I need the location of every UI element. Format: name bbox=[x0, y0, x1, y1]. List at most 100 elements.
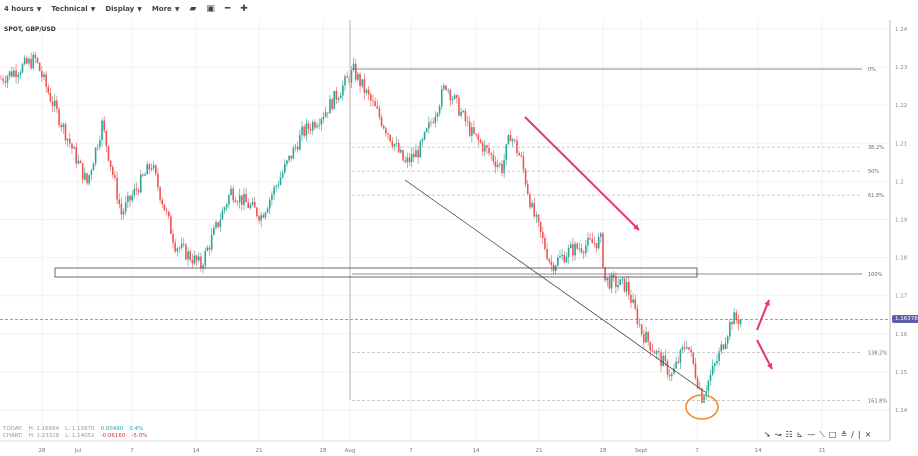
candle-body bbox=[578, 248, 581, 249]
candle-body bbox=[520, 155, 523, 157]
candle-body bbox=[690, 349, 692, 353]
candle-body bbox=[526, 184, 529, 194]
drawings: 0% 38.2% 50% 61.8% 100% 138.2% 161.8% bbox=[0, 20, 890, 420]
candle-body bbox=[112, 167, 114, 175]
pink-arrow bbox=[756, 299, 770, 331]
candle-body bbox=[559, 256, 561, 258]
candle-body bbox=[96, 147, 99, 148]
price-tick-label: 1.2 bbox=[895, 179, 904, 185]
technical-dropdown[interactable]: Technical ▼ bbox=[51, 5, 95, 13]
candle-body bbox=[625, 282, 628, 292]
candle-body bbox=[724, 343, 727, 349]
close-icon[interactable]: × bbox=[864, 430, 872, 439]
candle-body bbox=[692, 352, 695, 364]
candle-body bbox=[30, 58, 32, 69]
candle-body bbox=[542, 231, 544, 238]
folder-open-icon[interactable]: ▰ bbox=[189, 4, 197, 14]
candle-body bbox=[249, 204, 252, 208]
line-tool-icon[interactable]: ∕ bbox=[851, 430, 854, 439]
candle-body bbox=[344, 76, 346, 86]
candle-body bbox=[709, 374, 712, 381]
chart-stats: CHART: H: 1.23328 L: 1.14052 -0.06160 -5.0% bbox=[3, 433, 153, 440]
candle-body bbox=[714, 363, 716, 366]
more-dropdown[interactable]: More ▼ bbox=[152, 5, 180, 13]
candle-body bbox=[619, 279, 621, 285]
zoom-in-icon[interactable]: ✚ bbox=[240, 4, 248, 14]
candle-body bbox=[335, 91, 338, 100]
candle-body bbox=[139, 174, 142, 193]
curve-tool-icon[interactable]: ↝ bbox=[774, 430, 782, 439]
trendline-tool-icon[interactable]: ⟍ bbox=[819, 430, 825, 439]
candle-body bbox=[447, 89, 449, 91]
zoom-out-icon[interactable]: ━ bbox=[224, 4, 231, 14]
horizontal-line-icon[interactable]: — bbox=[807, 430, 816, 439]
candle-body bbox=[666, 360, 669, 375]
display-dropdown[interactable]: Display ▼ bbox=[105, 5, 141, 13]
fan-tool-icon[interactable]: ⊾ bbox=[796, 430, 804, 439]
candle-body bbox=[449, 89, 452, 101]
candle-body bbox=[550, 261, 553, 266]
candle-body bbox=[391, 141, 394, 147]
display-label: Display bbox=[105, 5, 135, 13]
candle-body bbox=[686, 347, 688, 349]
fibonacci-tool-icon[interactable]: ☷ bbox=[785, 430, 793, 439]
candle-body bbox=[157, 173, 159, 188]
candle-body bbox=[421, 139, 424, 142]
candle-body bbox=[352, 63, 355, 71]
candle-body bbox=[546, 249, 548, 260]
candle-body bbox=[365, 89, 368, 93]
trendline bbox=[404, 179, 706, 393]
candle-body bbox=[142, 174, 144, 176]
candle-body bbox=[213, 227, 215, 235]
arrow-head-icon bbox=[764, 300, 770, 306]
price-tick-label: 1.24 bbox=[895, 27, 908, 33]
candle-body bbox=[180, 243, 183, 248]
candle-body bbox=[292, 147, 295, 159]
candle-body bbox=[26, 58, 28, 64]
caret-down-icon: ▼ bbox=[174, 5, 180, 13]
candle-body bbox=[638, 324, 641, 325]
fib-level-label: 50% bbox=[868, 169, 879, 175]
candle-body bbox=[716, 360, 718, 364]
candle-body bbox=[329, 99, 331, 114]
candle-body bbox=[589, 237, 591, 240]
candle-body bbox=[107, 146, 110, 161]
candle-body bbox=[460, 111, 462, 116]
chart-pct: -5.0% bbox=[131, 433, 148, 439]
interval-dropdown[interactable]: 4 hours ▼ bbox=[4, 5, 41, 13]
arrow-tool-icon[interactable]: ➘ bbox=[764, 430, 771, 439]
time-tick-label: 7 bbox=[695, 448, 699, 454]
candle-body bbox=[53, 100, 56, 107]
candle-body bbox=[531, 202, 533, 208]
rectangle-tool-icon[interactable]: □ bbox=[828, 430, 837, 439]
candle-body bbox=[572, 244, 574, 256]
candle-body bbox=[118, 199, 121, 204]
candle-body bbox=[731, 322, 733, 325]
candle-body bbox=[241, 195, 243, 205]
candle-body bbox=[150, 168, 153, 170]
candle-body bbox=[436, 113, 439, 117]
candle-body bbox=[43, 74, 45, 78]
candle-body bbox=[253, 201, 256, 208]
candle-body bbox=[258, 216, 260, 221]
candle-body bbox=[236, 202, 239, 203]
time-tick-label: Jul bbox=[74, 448, 82, 454]
time-tick-label: 7 bbox=[409, 448, 413, 454]
candle-body bbox=[124, 202, 127, 212]
candle-body bbox=[537, 214, 540, 223]
candle-body bbox=[36, 57, 39, 63]
text-tool-icon[interactable]: ≗ bbox=[840, 430, 848, 439]
candle-body bbox=[587, 237, 589, 246]
current-price-tag: 1.16378 bbox=[892, 315, 918, 323]
save-icon[interactable]: ▣ bbox=[206, 4, 215, 14]
candle-body bbox=[105, 130, 108, 147]
candle-body bbox=[15, 70, 17, 78]
candle-body bbox=[109, 160, 112, 168]
candle-body bbox=[413, 153, 415, 158]
candle-body bbox=[539, 222, 542, 232]
candle-body bbox=[75, 147, 78, 164]
candle-body bbox=[94, 147, 97, 164]
candle-body bbox=[165, 210, 168, 212]
candle-body bbox=[640, 324, 643, 334]
